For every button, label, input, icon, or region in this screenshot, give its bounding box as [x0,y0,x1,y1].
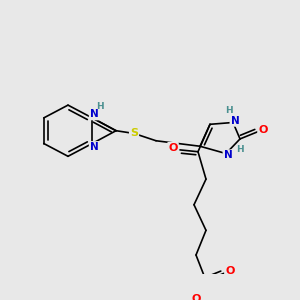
Text: O: O [258,125,268,135]
Text: O: O [191,294,201,300]
Text: N: N [224,150,232,161]
Text: O: O [225,266,235,277]
Text: H: H [236,146,244,154]
Text: H: H [225,106,233,115]
Text: N: N [90,109,99,119]
Text: N: N [231,116,239,126]
Text: N: N [90,142,99,152]
Text: S: S [130,128,138,138]
Text: O: O [168,143,178,153]
Text: H: H [96,101,104,110]
